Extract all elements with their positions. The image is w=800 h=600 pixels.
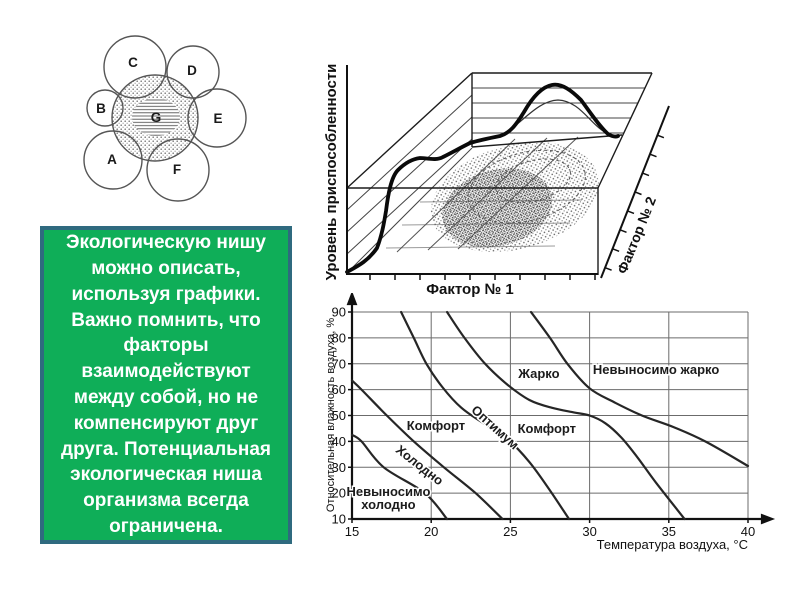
venn-labels: C D B G E A F (96, 55, 222, 177)
tick-labels: 15 20 25 30 35 40 10 20 30 40 50 60 70 80 90 (332, 305, 756, 540)
projection-lines (396, 136, 579, 253)
y-tick-label: 20 (332, 486, 346, 501)
x-axis-title: Температура воздуха, °C (597, 537, 748, 552)
label-f: F (173, 162, 181, 177)
curve-граница-невыносимо-жарко (529, 310, 750, 468)
y-tick-label: 80 (332, 330, 346, 345)
fitness-axis-title: Уровень приспособленности (323, 64, 340, 281)
y-tick-label: 60 (332, 382, 346, 397)
label-d: D (187, 63, 197, 78)
niche-text-panel: Экологическую нишу можно описать, исполь… (40, 226, 292, 544)
label-e: E (213, 111, 222, 126)
boundary-curves (350, 310, 750, 521)
curve-граница-холодно (350, 379, 504, 521)
curve-граница-невыносимо-холодно (350, 433, 449, 521)
y-tick-label: 30 (332, 460, 346, 475)
factor1-ticks (369, 274, 596, 280)
climate-chart: 15 20 25 30 35 40 10 20 30 40 50 60 70 80 90 Температур… (325, 293, 776, 552)
zone-label: Комфорт (407, 418, 465, 433)
y-tick-label: 50 (332, 408, 346, 423)
zone-label: Холодно (393, 442, 446, 488)
factor1-axis-title: Фактор № 1 (426, 281, 514, 298)
x-tick-label: 40 (741, 524, 755, 539)
circle-a (83, 130, 143, 190)
zone-label: Невыносимо холодно (346, 484, 430, 512)
factor2-ticks (604, 134, 665, 271)
fitness-response-curve (345, 82, 620, 274)
x-tick-label: 20 (424, 524, 438, 539)
y-tick-label: 10 (332, 512, 346, 527)
x-tick-label: 30 (582, 524, 596, 539)
niche-contour-inner (495, 158, 571, 203)
x-tick-label: 15 (345, 524, 359, 539)
curve-граница-жарко (445, 310, 686, 521)
x-tick-label: 25 (503, 524, 517, 539)
x-axis-arrow (760, 513, 776, 525)
zone-label: Невыносимо жарко (593, 362, 719, 377)
back-wall-gridlines (472, 87, 645, 134)
y-axis-title: Относительная влажность воздуха, % (325, 318, 337, 512)
circle-d (166, 45, 220, 99)
label-a: A (107, 152, 117, 167)
fitness-3d-figure: Уровень приспособленности Фактор № 1 Фак… (323, 64, 670, 298)
zone-label: Комфорт (518, 421, 576, 436)
left-wall-gridlines (346, 94, 473, 274)
x-tick-label: 35 (662, 524, 676, 539)
label-c: C (128, 55, 138, 70)
circle-b (86, 89, 124, 127)
circle-g (111, 74, 199, 162)
factor2-axis-title: Фактор № 2 (614, 194, 660, 276)
y-tick-label: 90 (332, 305, 346, 320)
curve-оптимум (400, 310, 571, 521)
label-b: B (96, 101, 106, 116)
y-axis-arrow (346, 293, 358, 306)
circle-e (187, 88, 247, 148)
grid (352, 311, 749, 519)
zone-label: Оптимум (468, 402, 521, 452)
niche-venn-diagram: C D B G E A F (83, 35, 247, 202)
venn-shapes (83, 35, 247, 202)
label-g: G (151, 110, 162, 125)
circle-f (146, 138, 210, 202)
circle-c (103, 35, 167, 99)
core-region-hatch (132, 98, 180, 136)
y-tick-label: 40 (332, 434, 346, 449)
niche-text: Экологическую нишу можно описать, исполь… (61, 232, 271, 537)
y-tick-label: 70 (332, 356, 346, 371)
niche-contour-outer (467, 149, 586, 224)
zone-label: Жарко (517, 366, 559, 381)
